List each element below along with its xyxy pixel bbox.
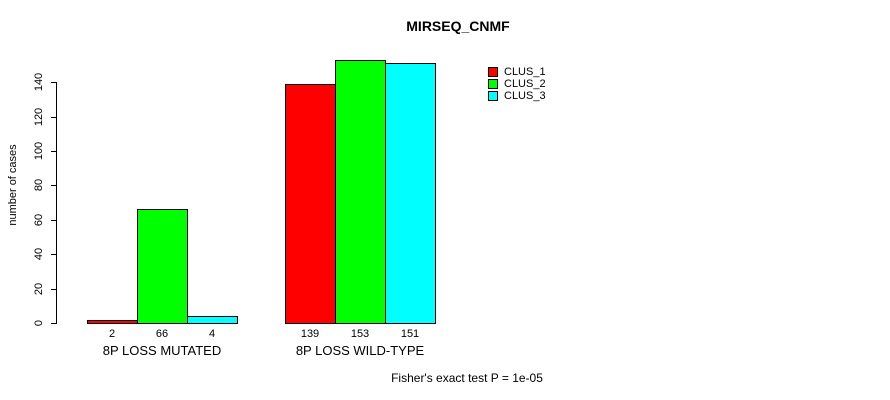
y-tick-label: 40	[33, 247, 45, 261]
y-tick	[51, 220, 56, 221]
y-tick	[51, 151, 56, 152]
bar-value-label: 4	[208, 328, 216, 340]
bar-value-label: 151	[400, 328, 420, 340]
y-tick	[51, 254, 56, 255]
bar-value-label: 66	[155, 328, 169, 340]
annotation-text: Fisher's exact test P = 1e-05	[391, 371, 543, 385]
y-tick-label: 100	[33, 141, 45, 161]
y-tick-label: 60	[33, 213, 45, 227]
y-tick	[51, 323, 56, 324]
legend-item-clus_1: CLUS_1	[488, 66, 546, 78]
y-tick-label: 120	[33, 107, 45, 127]
y-tick-label: 0	[33, 319, 45, 327]
bar-clus_3-group2	[385, 63, 436, 324]
bar-clus_3-group1	[187, 316, 238, 324]
y-axis-line	[56, 82, 57, 324]
x-category-label: 8P LOSS WILD-TYPE	[295, 343, 425, 358]
bar-clus_1-group1	[87, 320, 138, 324]
x-category-label: 8P LOSS MUTATED	[102, 343, 222, 358]
y-axis-label: number of cases	[7, 144, 19, 226]
legend-item-clus_3: CLUS_3	[488, 90, 546, 102]
y-tick-label: 80	[33, 178, 45, 192]
y-tick	[51, 289, 56, 290]
chart-title: MIRSEQ_CNMF	[406, 18, 510, 34]
legend-swatch-icon	[488, 79, 498, 89]
bar-clus_2-group1	[137, 209, 188, 324]
legend-label: CLUS_1	[504, 66, 546, 78]
y-tick	[51, 117, 56, 118]
bar-value-label: 139	[300, 328, 320, 340]
legend-label: CLUS_2	[504, 78, 546, 90]
bar-clus_2-group2	[335, 60, 386, 324]
y-tick-label: 20	[33, 282, 45, 296]
bar-clus_1-group2	[285, 84, 336, 324]
legend-swatch-icon	[488, 91, 498, 101]
bar-value-label: 2	[108, 328, 116, 340]
legend-label: CLUS_3	[504, 90, 546, 102]
legend-item-clus_2: CLUS_2	[488, 78, 546, 90]
bar-value-label: 153	[350, 328, 370, 340]
legend: CLUS_1 CLUS_2 CLUS_3	[488, 66, 546, 102]
legend-swatch-icon	[488, 67, 498, 77]
y-tick-label: 140	[33, 72, 45, 92]
y-tick	[51, 82, 56, 83]
y-tick	[51, 185, 56, 186]
